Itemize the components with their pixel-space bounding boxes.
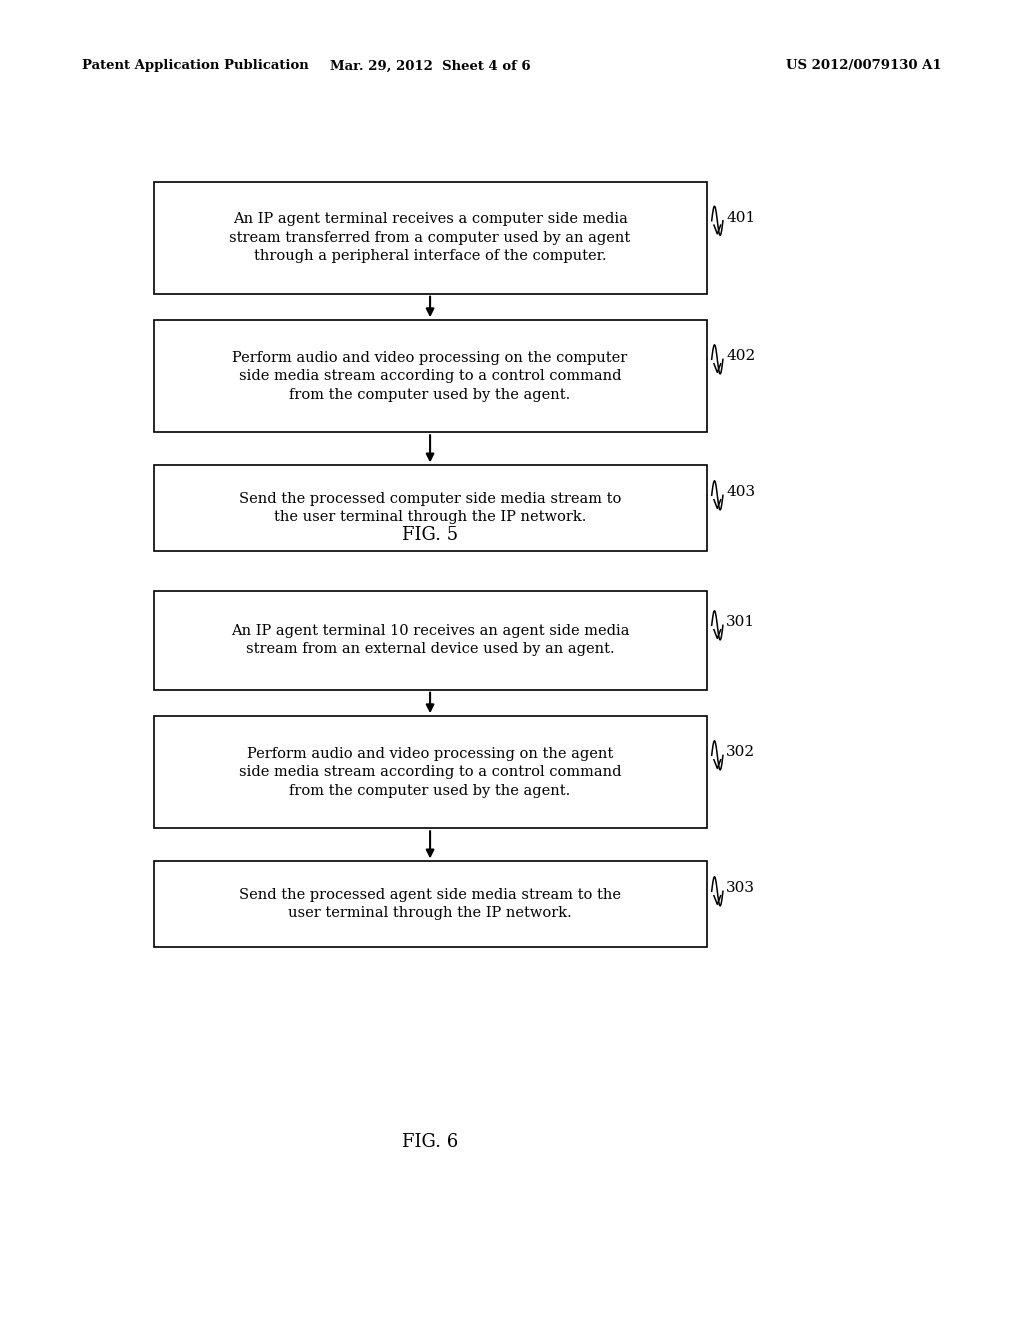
Text: Send the processed computer side media stream to
the user terminal through the I: Send the processed computer side media s…: [239, 492, 622, 524]
Text: An IP agent terminal receives a computer side media
stream transferred from a co: An IP agent terminal receives a computer…: [229, 213, 631, 263]
Text: Mar. 29, 2012  Sheet 4 of 6: Mar. 29, 2012 Sheet 4 of 6: [330, 59, 530, 73]
FancyBboxPatch shape: [154, 321, 707, 433]
Text: 302: 302: [726, 746, 756, 759]
Text: Patent Application Publication: Patent Application Publication: [82, 59, 308, 73]
Text: US 2012/0079130 A1: US 2012/0079130 A1: [786, 59, 942, 73]
Text: 402: 402: [726, 350, 756, 363]
Text: 301: 301: [726, 615, 756, 630]
FancyBboxPatch shape: [154, 862, 707, 948]
Text: Perform audio and video processing on the computer
side media stream according t: Perform audio and video processing on th…: [232, 351, 628, 401]
Text: FIG. 5: FIG. 5: [402, 525, 458, 544]
FancyBboxPatch shape: [154, 181, 707, 294]
FancyBboxPatch shape: [154, 591, 707, 689]
Text: FIG. 6: FIG. 6: [402, 1133, 458, 1151]
Text: Send the processed agent side media stream to the
user terminal through the IP n: Send the processed agent side media stre…: [239, 888, 622, 920]
FancyBboxPatch shape: [154, 715, 707, 829]
Text: An IP agent terminal 10 receives an agent side media
stream from an external dev: An IP agent terminal 10 receives an agen…: [230, 624, 630, 656]
FancyBboxPatch shape: [154, 466, 707, 552]
Text: 401: 401: [726, 211, 756, 224]
Text: Perform audio and video processing on the agent
side media stream according to a: Perform audio and video processing on th…: [239, 747, 622, 797]
Text: 403: 403: [726, 486, 756, 499]
Text: 303: 303: [726, 882, 756, 895]
